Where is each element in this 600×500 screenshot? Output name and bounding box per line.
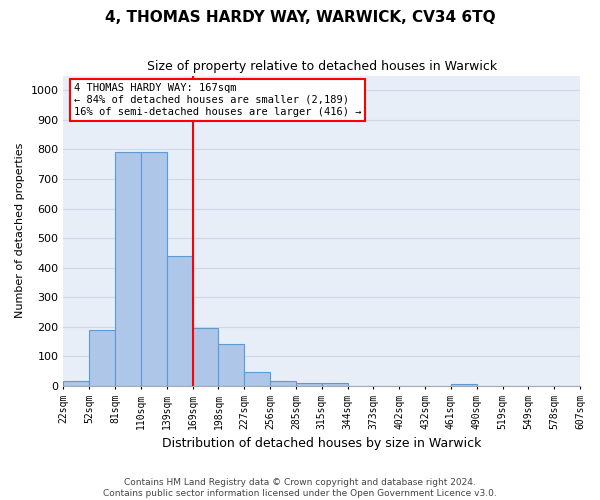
Title: Size of property relative to detached houses in Warwick: Size of property relative to detached ho… (146, 60, 497, 73)
X-axis label: Distribution of detached houses by size in Warwick: Distribution of detached houses by size … (162, 437, 481, 450)
Bar (141, 152, 167, 386)
Bar (218, 344, 244, 386)
Text: Contains HM Land Registry data © Crown copyright and database right 2024.
Contai: Contains HM Land Registry data © Crown c… (103, 478, 497, 498)
Text: 4, THOMAS HARDY WAY, WARWICK, CV34 6TQ: 4, THOMAS HARDY WAY, WARWICK, CV34 6TQ (104, 10, 496, 25)
Y-axis label: Number of detached properties: Number of detached properties (15, 143, 25, 318)
Bar (451, 384, 476, 386)
Bar (270, 382, 296, 386)
Bar (64, 382, 89, 386)
Bar (167, 256, 193, 386)
Bar (193, 328, 218, 386)
Text: 4 THOMAS HARDY WAY: 167sqm
← 84% of detached houses are smaller (2,189)
16% of s: 4 THOMAS HARDY WAY: 167sqm ← 84% of deta… (74, 84, 361, 116)
Bar (89, 330, 115, 386)
Bar (322, 383, 347, 386)
Bar (244, 372, 270, 386)
Bar (115, 152, 141, 386)
Bar (296, 383, 322, 386)
